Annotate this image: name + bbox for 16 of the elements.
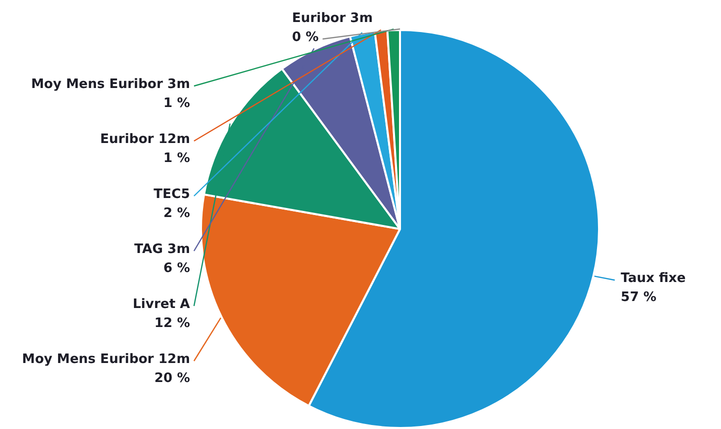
slice-label: TAG 3m <box>134 242 190 257</box>
data-label: 2 % <box>163 206 190 221</box>
data-label: 12 % <box>154 316 190 331</box>
data-label: 1 % <box>163 96 190 111</box>
data-label: 6 % <box>163 260 190 276</box>
data-label: 57 % <box>620 290 656 305</box>
text: 0 % <box>292 30 319 45</box>
slice-label: TEC5 <box>154 186 190 202</box>
slice-label: Euribor 12m <box>100 132 190 147</box>
slice-label: Taux fixe <box>620 270 686 286</box>
data-label: 1 % <box>163 150 190 166</box>
data-label: 20 % <box>154 370 190 386</box>
slice-label: Moy Mens Euribor 3m <box>31 76 190 92</box>
category-label: Euribor 3m <box>292 10 373 26</box>
slice-label: Livret A <box>132 296 190 312</box>
slice-label: Moy Mens Euribor 12m <box>22 352 190 367</box>
